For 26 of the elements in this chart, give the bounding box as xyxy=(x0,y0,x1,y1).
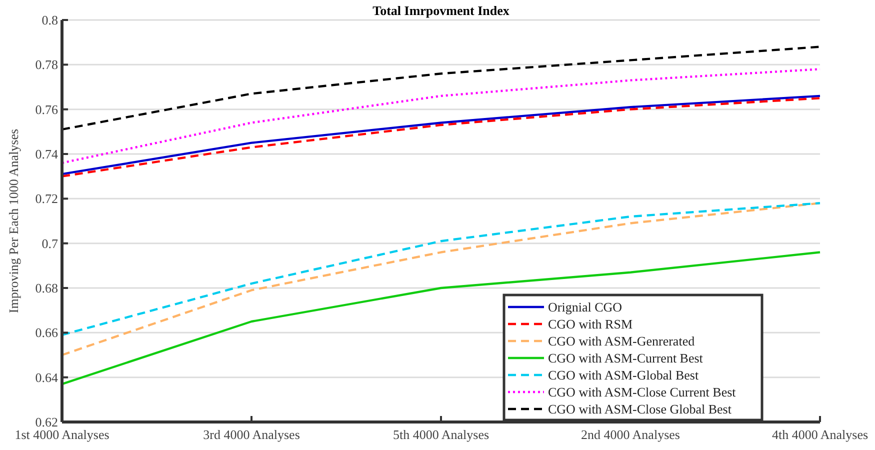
y-tick-label: 0.68 xyxy=(35,280,58,296)
y-tick-label: 0.76 xyxy=(35,102,58,117)
legend-label: CGO with ASM-Close Current Best xyxy=(548,384,736,400)
line-series xyxy=(60,251,822,386)
y-tick-label: 0.66 xyxy=(35,325,58,340)
chart-title: Total Imrpovment Index xyxy=(372,3,510,18)
x-tick-label: 3rd 4000 Analyses xyxy=(203,427,300,442)
y-axis-title: Improving Per Each 1000 Analyses xyxy=(6,128,21,314)
y-tick-label: 0.78 xyxy=(35,57,58,72)
y-tick-label: 0.72 xyxy=(35,191,58,206)
y-tick-label: 0.74 xyxy=(35,146,58,162)
x-tick-label: 4th 4000 Analyses xyxy=(772,427,868,442)
legend-label: CGO with ASM-Current Best xyxy=(548,350,704,366)
legend-label: CGO with ASM-Close Global Best xyxy=(548,402,732,417)
y-tick-label: 0.8 xyxy=(42,12,58,28)
legend-label: CGO with RSM xyxy=(548,316,633,332)
y-tick-label: 0.62 xyxy=(35,414,58,430)
line-series xyxy=(60,46,822,131)
legend-label: CGO with ASM-Global Best xyxy=(548,368,699,383)
legend-label: Orignial CGO xyxy=(548,300,622,315)
legend-label: CGO with ASM-Genrerated xyxy=(548,334,696,349)
x-tick-label: 2nd 4000 Analyses xyxy=(581,427,680,442)
y-tick-label: 0.64 xyxy=(35,370,58,385)
y-tick-label: 0.7 xyxy=(42,236,58,251)
x-tick-label: 1st 4000 Analyses xyxy=(14,427,110,442)
x-tick-label: 5th 4000 Analyses xyxy=(392,427,490,442)
